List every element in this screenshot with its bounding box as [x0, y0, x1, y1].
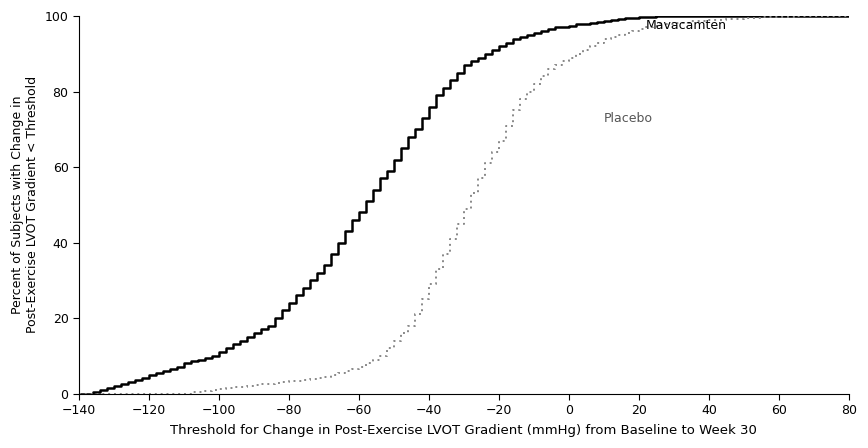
Text: Placebo: Placebo — [604, 112, 653, 125]
Y-axis label: Percent of Subjects with Change in
Post-Exercise LVOT Gradient < Threshold: Percent of Subjects with Change in Post-… — [11, 76, 39, 333]
Text: Mavacamten: Mavacamten — [646, 19, 727, 32]
X-axis label: Threshold for Change in Post-Exercise LVOT Gradient (mmHg) from Baseline to Week: Threshold for Change in Post-Exercise LV… — [170, 424, 758, 437]
